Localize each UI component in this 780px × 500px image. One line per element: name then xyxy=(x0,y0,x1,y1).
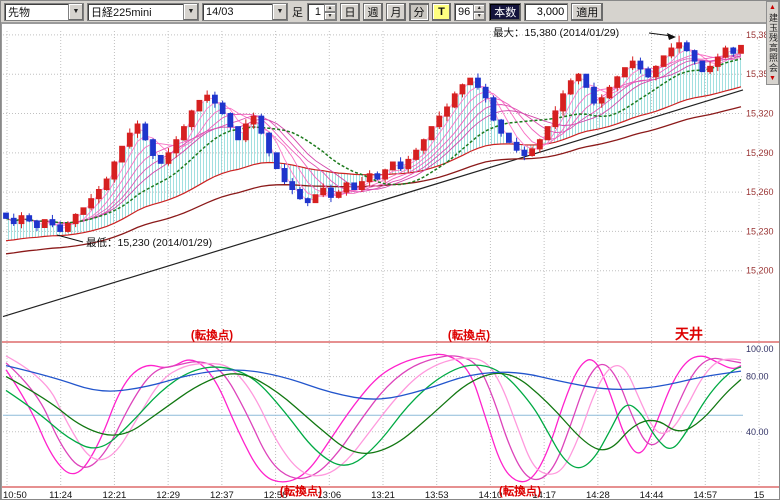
svg-text:13:06: 13:06 xyxy=(317,490,341,500)
oscillator-line-stoch-mid xyxy=(5,355,742,481)
oscillator-lines xyxy=(5,353,742,483)
period-minute-button[interactable]: 分 xyxy=(409,2,429,21)
scroll-up-icon[interactable]: ▲ xyxy=(769,4,776,11)
oscillator-line-green-fast xyxy=(5,364,742,469)
svg-text:12:21: 12:21 xyxy=(103,490,127,500)
price-annotations: 最大：15,380 (2014/01/29) 最低：15,230 (2014/01… xyxy=(56,26,676,249)
dropdown-arrow-icon[interactable]: ▼ xyxy=(68,3,83,20)
svg-text:12:29: 12:29 xyxy=(156,490,180,500)
period-month-button[interactable]: 月 xyxy=(386,2,406,21)
trend-line xyxy=(2,89,744,318)
svg-text:15,200: 15,200 xyxy=(746,266,774,276)
time-axis-labels: 10:50 11:24 12:21 12:29 12:37 12:58 13:06 13:21… xyxy=(3,490,765,500)
right-side-tab[interactable]: ▲ 建玉残高照会 ▼ xyxy=(766,1,779,85)
max-annotation: 最大：15,380 (2014/01/29) xyxy=(493,26,619,39)
svg-text:13:21: 13:21 xyxy=(371,490,395,500)
svg-text:15,380: 15,380 xyxy=(746,30,774,40)
count-stepper[interactable]: 96 ▲ ▼ xyxy=(454,2,487,21)
svg-text:(転換点): (転換点) xyxy=(499,484,541,498)
svg-text:(転換点): (転換点) xyxy=(191,328,233,342)
svg-text:15,290: 15,290 xyxy=(746,148,774,158)
oscillator-line-blue-slow xyxy=(5,364,742,400)
oscillator-line-green-slow xyxy=(5,372,742,454)
symbol-select-value: 日経225mini xyxy=(91,6,152,19)
bar-count-toggle-button[interactable]: 本数 xyxy=(489,2,522,21)
market-select[interactable]: 先物 ▼ xyxy=(4,2,84,21)
svg-text:15,350: 15,350 xyxy=(746,69,774,79)
svg-text:10:50: 10:50 xyxy=(3,490,27,500)
side-tab-label: 建玉残高照会 xyxy=(768,13,778,73)
toolbar: 先物 ▼ 日経225mini ▼ 14/03 ▼ 足 1 ▲ ▼ 日 週 月 分 … xyxy=(1,1,779,23)
bar-interval-label: 足 xyxy=(292,6,303,19)
price-axis-labels: 15,380 15,350 15,320 15,290 15,260 15,230 15,2… xyxy=(746,30,774,276)
apply-button[interactable]: 適用 xyxy=(571,2,604,21)
min-annotation: 最低：15,230 (2014/01/29) xyxy=(86,236,212,249)
spin-down-icon[interactable]: ▼ xyxy=(473,11,486,20)
signal-annotations: (転換点) (転換点) 天井 (転換点) (転換点) xyxy=(191,326,703,498)
svg-text:100.00: 100.00 xyxy=(746,344,774,354)
chart-canvas[interactable]: 15,380 15,350 15,320 15,290 15,260 15,230 15,2… xyxy=(1,23,780,500)
spin-up-icon[interactable]: ▲ xyxy=(473,3,486,12)
svg-text:15,230: 15,230 xyxy=(746,226,774,236)
chart-area: 15,380 15,350 15,320 15,290 15,260 15,230 15,2… xyxy=(1,23,780,500)
svg-text:15,320: 15,320 xyxy=(746,109,774,119)
svg-text:80.00: 80.00 xyxy=(746,372,769,382)
dropdown-arrow-icon[interactable]: ▼ xyxy=(183,3,198,20)
market-select-value: 先物 xyxy=(8,6,30,19)
bar-interval-stepper[interactable]: 1 ▲ ▼ xyxy=(307,2,337,21)
svg-text:40.00: 40.00 xyxy=(746,427,769,437)
oscillator-axis-labels: 100.00 80.00 40.00 xyxy=(746,344,774,437)
svg-text:15: 15 xyxy=(754,490,765,500)
svg-text:(転換点): (転換点) xyxy=(280,484,322,498)
svg-text:11:24: 11:24 xyxy=(49,490,72,500)
contract-month-value: 14/03 xyxy=(206,5,234,18)
svg-text:天井: 天井 xyxy=(675,326,703,342)
svg-text:14:44: 14:44 xyxy=(640,490,664,500)
svg-text:15,260: 15,260 xyxy=(746,187,774,197)
svg-text:12:58: 12:58 xyxy=(264,490,288,500)
spin-up-icon[interactable]: ▲ xyxy=(324,3,336,12)
svg-text:14:28: 14:28 xyxy=(586,490,610,500)
dropdown-arrow-icon[interactable]: ▼ xyxy=(272,3,287,20)
svg-text:(転換点): (転換点) xyxy=(448,328,490,342)
svg-text:14:10: 14:10 xyxy=(479,490,503,500)
bar-interval-value: 1 xyxy=(314,5,321,18)
symbol-select[interactable]: 日経225mini ▼ xyxy=(87,2,199,21)
svg-text:14:17: 14:17 xyxy=(532,490,556,500)
spin-down-icon[interactable]: ▼ xyxy=(324,11,336,20)
contract-month-select[interactable]: 14/03 ▼ xyxy=(202,2,288,21)
candlestick-series xyxy=(3,35,744,233)
period-week-button[interactable]: 週 xyxy=(363,2,383,21)
chart-frame xyxy=(1,23,779,499)
svg-text:14:57: 14:57 xyxy=(693,490,717,500)
bars-input[interactable] xyxy=(524,2,569,21)
tick-mode-button[interactable]: T xyxy=(432,2,451,21)
svg-text:12:37: 12:37 xyxy=(210,490,234,500)
svg-text:13:53: 13:53 xyxy=(425,490,449,500)
period-day-button[interactable]: 日 xyxy=(340,2,360,21)
scroll-down-icon[interactable]: ▼ xyxy=(769,75,776,82)
count-value: 96 xyxy=(458,5,471,18)
oscillator-line-stoch-slow-pink xyxy=(5,355,742,477)
